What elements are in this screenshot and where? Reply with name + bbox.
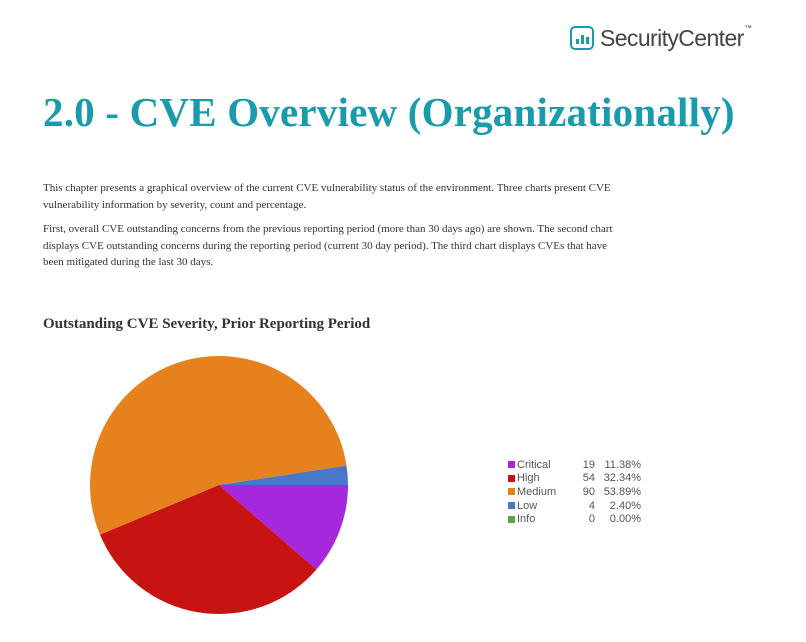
legend-percentage: 0.00% [609, 513, 641, 526]
intro-paragraph: This chapter presents a graphical overvi… [43, 182, 611, 211]
legend-swatch [508, 474, 515, 482]
legend-percentage: 11.38% [604, 458, 642, 471]
legend-item-critical: Critical 19 11.38% [508, 458, 641, 472]
legend-item-low: Low 4 2.40% [508, 499, 641, 513]
legend-swatch [508, 502, 515, 510]
legend-count: 90 [582, 485, 595, 498]
chart-title: Outstanding CVE Severity, Prior Reportin… [43, 316, 371, 332]
legend-swatch [508, 461, 515, 469]
legend-count: 19 [582, 458, 595, 471]
severity-pie-chart [89, 355, 348, 614]
securitycenter-logo: SecurityCenter™ [570, 23, 752, 53]
pie-slice-high [99, 485, 317, 614]
legend-percentage: 32.34% [603, 472, 641, 485]
legend-item-high: High 54 32.34% [508, 472, 641, 486]
legend-item-medium: Medium 90 53.89% [508, 485, 641, 499]
legend-count: 4 [588, 499, 595, 512]
chart-legend: Critical 19 11.38% High 54 32.34% Medium 90 53.8… [508, 458, 641, 526]
legend-count: 0 [588, 513, 595, 526]
logo-text: SecurityCenter™ [600, 24, 752, 51]
legend-percentage: 2.40% [609, 499, 641, 512]
legend-label: Info [517, 513, 536, 526]
legend-percentage: 53.89% [603, 485, 641, 498]
legend-label: Low [517, 499, 538, 512]
legend-count: 54 [582, 472, 595, 485]
detail-paragraph: First, overall CVE outstanding concerns … [43, 223, 613, 268]
pie-slice-medium [89, 355, 347, 535]
pie-slice-critical [219, 485, 348, 570]
legend-label: Medium [517, 485, 557, 498]
page-title: 2.0 - CVE Overview (Organizationally) [43, 89, 735, 135]
legend-label: High [517, 472, 540, 485]
chart-logo-icon [570, 26, 594, 50]
legend-swatch [508, 515, 515, 523]
pie-slice-low [219, 465, 348, 485]
legend-label: Critical [517, 458, 551, 471]
legend-swatch [508, 488, 515, 496]
legend-item-info: Info 0 0.00% [508, 512, 641, 526]
